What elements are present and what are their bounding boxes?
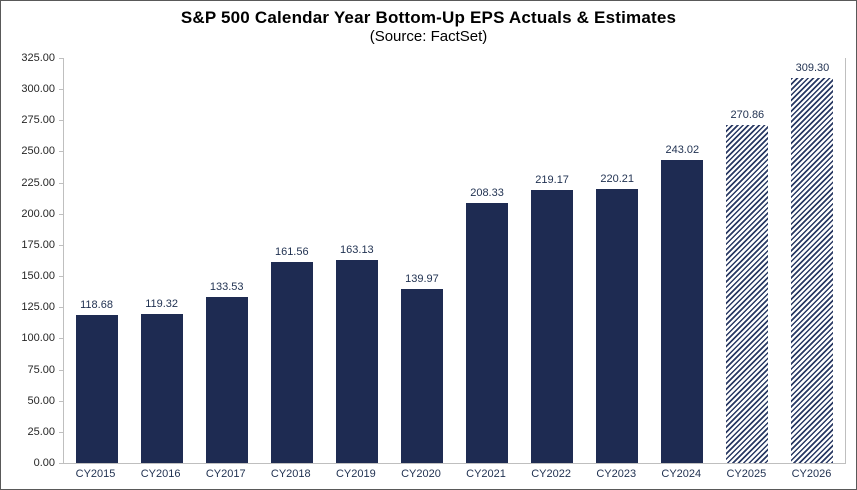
bar-band-cy2023: 220.21 (585, 58, 650, 463)
bar-band-cy2020: 139.97 (389, 58, 454, 463)
y-axis-label: 25.00 (27, 425, 55, 438)
bar-value-label: 161.56 (274, 245, 309, 258)
bar-value-label: 309.30 (795, 61, 830, 74)
y-axis-label: 50.00 (27, 394, 55, 407)
bar-band-cy2019: 163.13 (324, 58, 389, 463)
x-axis-label-cy2017: CY2017 (205, 468, 246, 480)
x-axis-label-cy2026: CY2026 (791, 468, 832, 480)
x-axis-label-cy2020: CY2020 (401, 468, 441, 480)
x-axis-label-cy2019: CY2019 (335, 468, 376, 480)
x-axis-label-cy2021: CY2021 (466, 468, 506, 480)
y-axis-tick (59, 276, 63, 278)
x-axis-label-cy2024: CY2024 (661, 468, 702, 480)
plot-area: 118.68 119.32 133.53 161.56 163.13 139.97 208.… (63, 58, 846, 464)
estimate-bar-cy2025 (726, 125, 769, 463)
y-axis-tick (59, 463, 63, 464)
y-axis-label: 100.00 (21, 332, 55, 345)
y-axis-tick (59, 431, 63, 433)
y-axis-label: 225.00 (21, 176, 55, 189)
bar-band-cy2021: 208.33 (455, 58, 520, 463)
actual-bar-cy2017 (205, 296, 248, 463)
y-axis-label: 125.00 (21, 301, 55, 314)
actual-bar-cy2019 (335, 259, 378, 463)
actual-bar-cy2024 (661, 160, 704, 463)
bar-value-label: 119.32 (145, 298, 179, 311)
y-axis-tick (59, 182, 63, 184)
actual-bar-cy2016 (140, 314, 183, 463)
bar-band-cy2018: 161.56 (259, 58, 324, 463)
y-axis-tick (59, 213, 63, 215)
actual-bar-cy2020 (400, 288, 443, 463)
estimate-bar-cy2026 (791, 77, 834, 463)
y-axis-label: 300.00 (21, 83, 55, 96)
chart-subtitle: (Source: FactSet) (369, 28, 488, 45)
x-axis-label-cy2018: CY2018 (270, 468, 311, 480)
bar-value-label: 139.97 (405, 272, 439, 285)
actual-bar-cy2022 (531, 189, 574, 463)
bar-value-label: 118.68 (80, 299, 113, 312)
bar-value-label: 270.86 (730, 109, 765, 122)
y-axis-tick (59, 244, 63, 246)
actual-bar-cy2021 (466, 203, 509, 463)
y-axis-tick (59, 120, 63, 122)
y-axis-label: 250.00 (21, 145, 55, 158)
bar-band-cy2022: 219.17 (520, 58, 585, 463)
bar-band-cy2016: 119.32 (129, 58, 194, 463)
y-axis-tick (59, 58, 63, 59)
x-axis-label-cy2022: CY2022 (531, 468, 571, 480)
bar-value-label: 219.17 (535, 173, 569, 186)
bar-band-cy2017: 133.53 (194, 58, 259, 463)
y-axis-label: 200.00 (21, 207, 55, 220)
y-axis-tick (59, 400, 63, 402)
bar-value-label: 208.33 (470, 187, 504, 200)
y-axis-label: 175.00 (21, 238, 55, 251)
actual-bar-cy2023 (596, 188, 639, 463)
bar-value-label: 243.02 (665, 144, 700, 157)
y-axis-tick (59, 338, 63, 340)
x-axis-label-cy2023: CY2023 (596, 468, 637, 480)
y-axis-tick (59, 307, 63, 309)
bar-band-cy2024: 243.02 (650, 58, 715, 463)
y-axis-label: 0.00 (33, 457, 55, 469)
y-axis-tick (59, 89, 63, 91)
actual-bar-cy2018 (270, 261, 313, 463)
y-axis-label: 75.00 (27, 363, 55, 376)
x-axis-label-cy2016: CY2016 (140, 468, 181, 480)
bar-value-label: 133.53 (209, 280, 244, 293)
y-axis-tick (59, 151, 63, 153)
actual-bar-cy2015 (75, 315, 118, 463)
bar-band-cy2026: 309.30 (780, 58, 845, 463)
chart-title: S&P 500 Calendar Year Bottom-Up EPS Actu… (180, 8, 677, 27)
y-axis-label: 150.00 (21, 270, 55, 283)
y-axis-label: 325.00 (21, 52, 55, 64)
bar-band-cy2025: 270.86 (715, 58, 780, 463)
x-axis-label-cy2015: CY2015 (75, 468, 116, 480)
x-axis-label-cy2025: CY2025 (726, 468, 767, 480)
bar-value-label: 220.21 (600, 172, 635, 185)
bar-value-label: 163.13 (340, 243, 374, 256)
y-axis-label: 275.00 (21, 114, 55, 127)
y-axis-tick (59, 369, 63, 371)
bar-band-cy2015: 118.68 (64, 58, 129, 463)
